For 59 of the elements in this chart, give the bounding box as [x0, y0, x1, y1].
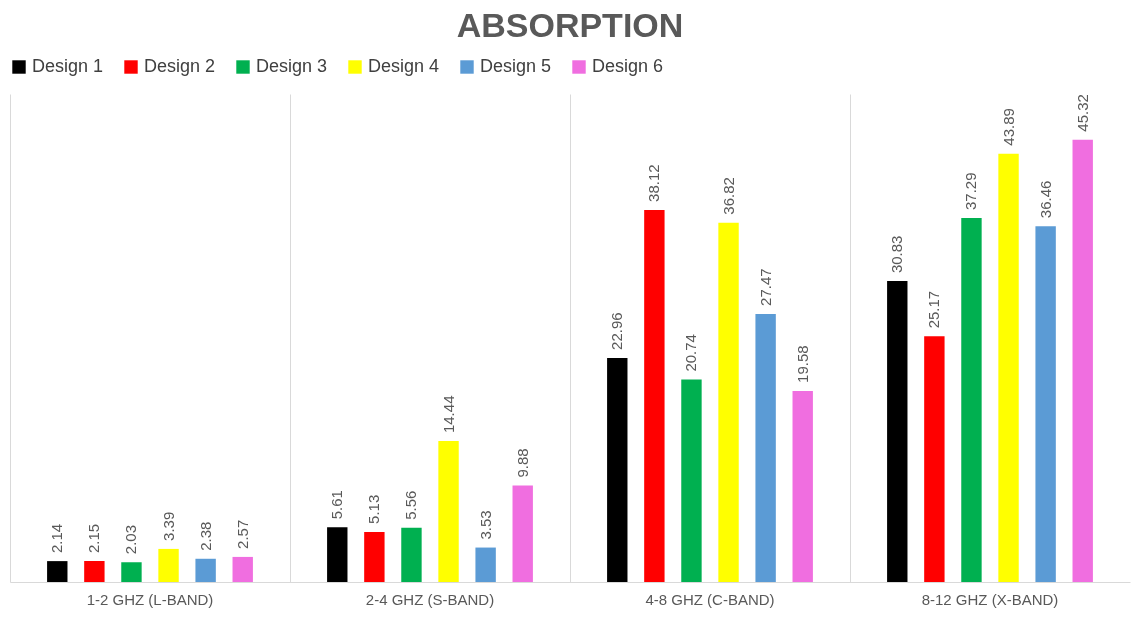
- bar: [364, 531, 385, 582]
- data-label: 5.56: [402, 490, 420, 520]
- legend-label: Design 5: [480, 56, 552, 76]
- bar: [924, 336, 945, 582]
- data-label: 36.82: [719, 177, 737, 215]
- data-label: 14.44: [439, 395, 457, 434]
- data-label: 5.61: [328, 490, 346, 520]
- bar: [681, 379, 702, 582]
- bar: [755, 313, 776, 582]
- bar: [998, 153, 1019, 582]
- data-label: 36.46: [1036, 180, 1054, 219]
- bar: [121, 562, 142, 582]
- bar: [438, 441, 459, 582]
- data-label: 2.38: [196, 521, 214, 551]
- bar: [718, 222, 739, 582]
- chart-title: ABSORPTION: [456, 6, 684, 44]
- bar: [84, 561, 105, 582]
- bar: [607, 357, 628, 582]
- bar: [792, 390, 813, 582]
- data-label: 45.32: [1073, 94, 1091, 132]
- data-label: 2.03: [122, 524, 140, 555]
- data-label: 37.29: [962, 172, 980, 211]
- bar: [195, 558, 216, 582]
- data-label: 2.15: [85, 523, 103, 554]
- bar: [475, 547, 496, 582]
- bar: [512, 485, 533, 582]
- data-label: 5.13: [365, 494, 383, 524]
- data-label: 22.96: [608, 312, 626, 350]
- data-label: 9.88: [513, 448, 531, 478]
- bar: [158, 548, 179, 582]
- data-label: 3.53: [476, 510, 494, 540]
- bar: [1035, 226, 1056, 582]
- data-label: 2.57: [233, 519, 251, 549]
- legend-label: Design 6: [592, 56, 664, 76]
- data-label: 43.89: [999, 108, 1017, 146]
- data-label: 2.14: [48, 523, 66, 554]
- bar: [961, 218, 982, 582]
- bar: [232, 556, 253, 582]
- data-label: 3.39: [159, 511, 177, 541]
- legend-label: Design 1: [32, 56, 104, 76]
- x-tick-label: 8-12 GHZ (X-BAND): [921, 590, 1059, 608]
- data-label: 19.58: [793, 345, 811, 383]
- bar: [1072, 139, 1093, 582]
- bar: [327, 527, 348, 582]
- bar: [47, 561, 68, 582]
- data-label: 30.83: [888, 235, 906, 274]
- x-tick-label: 1-2 GHZ (L-BAND): [86, 590, 214, 608]
- data-label: 20.74: [682, 334, 700, 372]
- legend-label: Design 2: [144, 56, 216, 76]
- legend-label: Design 3: [256, 56, 328, 76]
- data-label: 25.17: [925, 290, 943, 329]
- data-label: 38.12: [645, 164, 663, 202]
- x-tick-label: 2-4 GHZ (S-BAND): [365, 590, 495, 608]
- legend-label: Design 4: [368, 56, 440, 76]
- bar: [887, 281, 908, 582]
- bar: [644, 209, 665, 582]
- bar: [401, 527, 422, 582]
- x-tick-label: 4-8 GHZ (C-BAND): [645, 590, 775, 608]
- data-label: 27.47: [756, 268, 774, 306]
